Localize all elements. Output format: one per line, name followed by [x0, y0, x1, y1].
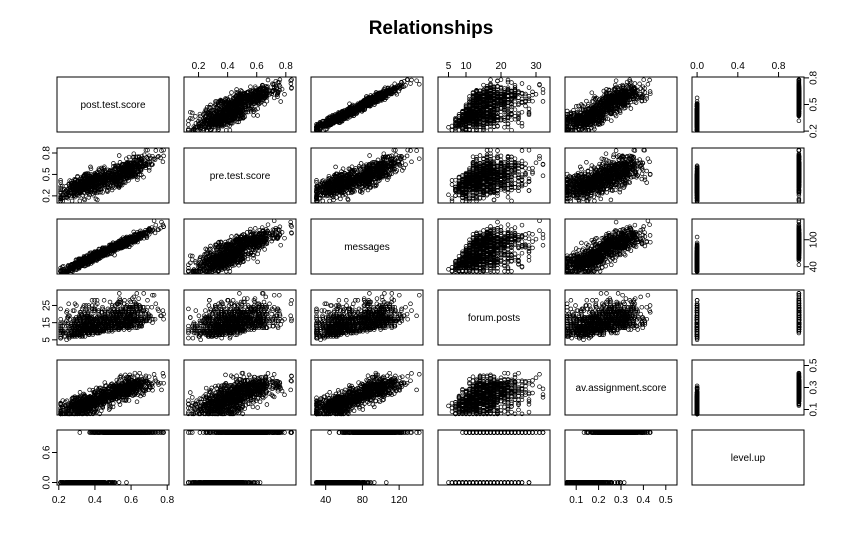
data-point [488, 77, 493, 82]
data-point [278, 99, 283, 104]
data-point [584, 98, 589, 104]
data-point [265, 77, 271, 83]
panel-frame [183, 76, 297, 133]
data-point [248, 84, 253, 89]
data-point [262, 102, 267, 107]
data-point [637, 81, 642, 87]
data-point [264, 98, 270, 104]
panel-post.test.score-vs-level.up [691, 76, 805, 133]
data-point [255, 106, 260, 111]
chart-title: Relationships [0, 18, 862, 40]
data-point [255, 113, 260, 118]
data-point [533, 92, 539, 97]
data-point [392, 81, 397, 87]
data-point [628, 106, 634, 111]
data-point [186, 122, 191, 127]
data-point [206, 105, 212, 110]
panel-post.test.score-vs-av.assignment.score [564, 76, 678, 133]
data-point [609, 118, 614, 123]
data-point [516, 120, 521, 125]
data-point [188, 109, 193, 115]
data-point [251, 113, 256, 118]
data-point [540, 99, 546, 104]
panel-frame [691, 76, 805, 133]
data-point [417, 82, 422, 87]
panel-post.test.score-vs-forum.posts [437, 76, 551, 133]
data-point [289, 77, 294, 82]
panel-post.test.score-vs-pre.test.score [183, 76, 297, 133]
data-point [519, 81, 525, 86]
data-point [589, 90, 595, 95]
data-point [613, 78, 619, 83]
data-point [282, 92, 287, 97]
data-point [647, 77, 652, 83]
data-point [498, 77, 504, 82]
data-point [645, 82, 651, 87]
panel-post.test.score-vs-post.test.score: post.test.score [56, 76, 170, 133]
data-point [238, 88, 244, 93]
data-point [796, 118, 802, 124]
data-point [694, 95, 700, 101]
data-point [523, 103, 528, 109]
panel-post.test.score-vs-messages [310, 76, 424, 133]
variable-label: post.test.score [80, 100, 145, 111]
data-point [519, 109, 525, 115]
data-point [573, 104, 579, 109]
data-point [632, 81, 638, 86]
data-point [193, 114, 198, 119]
data-point [414, 78, 419, 83]
panel-frame [56, 76, 170, 133]
data-point [526, 85, 532, 90]
data-point [229, 90, 234, 95]
data-point [641, 77, 646, 82]
data-point [271, 95, 277, 101]
data-point [409, 77, 414, 83]
data-point [288, 78, 293, 83]
